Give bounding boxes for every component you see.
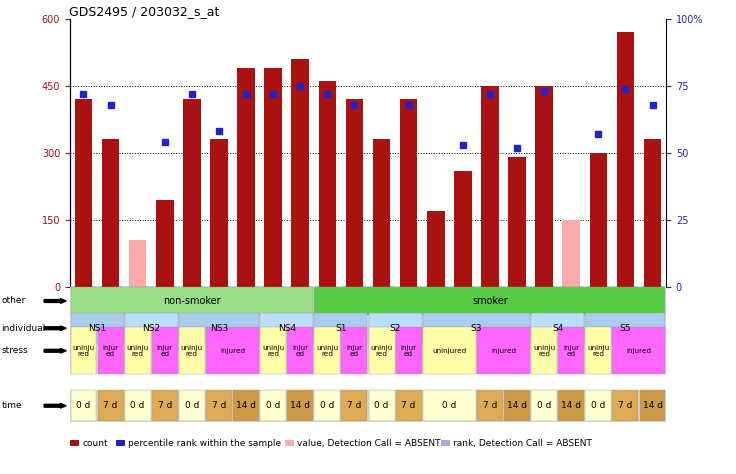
Text: 14 d: 14 d <box>507 401 527 410</box>
Text: time: time <box>1 401 22 410</box>
Text: uninju
red: uninju red <box>181 345 203 356</box>
Text: injured: injured <box>626 348 651 354</box>
Bar <box>156 200 174 287</box>
Bar <box>562 220 580 287</box>
Text: injured: injured <box>491 348 516 354</box>
Text: S4: S4 <box>552 324 563 333</box>
Text: uninju
red: uninju red <box>72 345 95 356</box>
Bar <box>74 100 92 287</box>
Bar <box>237 68 255 287</box>
Text: uninju
red: uninju red <box>316 345 339 356</box>
Text: injur
ed: injur ed <box>347 345 363 356</box>
Text: 14 d: 14 d <box>290 401 311 410</box>
Text: 0 d: 0 d <box>77 401 91 410</box>
Text: 0 d: 0 d <box>130 401 145 410</box>
Text: injur
ed: injur ed <box>400 345 417 356</box>
Text: 0 d: 0 d <box>266 401 280 410</box>
Text: S2: S2 <box>389 324 401 333</box>
Text: 0 d: 0 d <box>591 401 606 410</box>
Bar <box>129 240 146 287</box>
Text: 0 d: 0 d <box>185 401 199 410</box>
Text: uninju
red: uninju red <box>370 345 393 356</box>
Bar <box>481 86 499 287</box>
Text: rank, Detection Call = ABSENT: rank, Detection Call = ABSENT <box>453 439 592 447</box>
Text: uninju
red: uninju red <box>587 345 609 356</box>
Text: non-smoker: non-smoker <box>163 296 221 306</box>
Text: smoker: smoker <box>472 296 508 306</box>
Text: uninju
red: uninju red <box>533 345 555 356</box>
Text: 14 d: 14 d <box>643 401 662 410</box>
Bar <box>454 171 472 287</box>
Bar <box>427 211 445 287</box>
Bar <box>644 139 662 287</box>
Text: count: count <box>82 439 108 447</box>
Bar <box>210 139 227 287</box>
Text: 14 d: 14 d <box>562 401 581 410</box>
Text: NS3: NS3 <box>210 324 228 333</box>
Bar <box>291 59 309 287</box>
Text: injur
ed: injur ed <box>292 345 308 356</box>
Text: percentile rank within the sample: percentile rank within the sample <box>128 439 281 447</box>
Bar <box>183 100 201 287</box>
Bar <box>400 100 417 287</box>
Text: value, Detection Call = ABSENT: value, Detection Call = ABSENT <box>297 439 441 447</box>
Bar <box>372 139 390 287</box>
Text: injur
ed: injur ed <box>157 345 173 356</box>
Text: individual: individual <box>1 324 46 333</box>
Text: 0 d: 0 d <box>320 401 335 410</box>
Text: 0 d: 0 d <box>442 401 456 410</box>
Text: uninju
red: uninju red <box>127 345 149 356</box>
Text: NS1: NS1 <box>88 324 106 333</box>
Text: stress: stress <box>1 346 28 355</box>
Bar <box>509 157 526 287</box>
Text: uninju
red: uninju red <box>262 345 284 356</box>
Text: injur
ed: injur ed <box>102 345 118 356</box>
Text: uninjured: uninjured <box>432 348 467 354</box>
Text: 7 d: 7 d <box>212 401 226 410</box>
Bar <box>264 68 282 287</box>
Text: 7 d: 7 d <box>347 401 361 410</box>
Bar <box>590 153 607 287</box>
Bar <box>102 139 119 287</box>
Text: S3: S3 <box>470 324 482 333</box>
Bar <box>617 32 634 287</box>
Bar <box>535 86 553 287</box>
Text: 14 d: 14 d <box>236 401 256 410</box>
Text: 7 d: 7 d <box>158 401 172 410</box>
Text: GDS2495 / 203032_s_at: GDS2495 / 203032_s_at <box>68 5 219 18</box>
Text: 0 d: 0 d <box>537 401 551 410</box>
Bar <box>319 82 336 287</box>
Text: other: other <box>1 297 26 305</box>
Text: NS2: NS2 <box>142 324 160 333</box>
Text: NS4: NS4 <box>277 324 296 333</box>
Text: S1: S1 <box>335 324 347 333</box>
Text: S5: S5 <box>620 324 631 333</box>
Text: 7 d: 7 d <box>483 401 497 410</box>
Text: 7 d: 7 d <box>103 401 118 410</box>
Text: 7 d: 7 d <box>401 401 416 410</box>
Bar <box>346 100 364 287</box>
Text: injur
ed: injur ed <box>563 345 579 356</box>
Text: injured: injured <box>220 348 245 354</box>
Text: 7 d: 7 d <box>618 401 633 410</box>
Text: 0 d: 0 d <box>375 401 389 410</box>
